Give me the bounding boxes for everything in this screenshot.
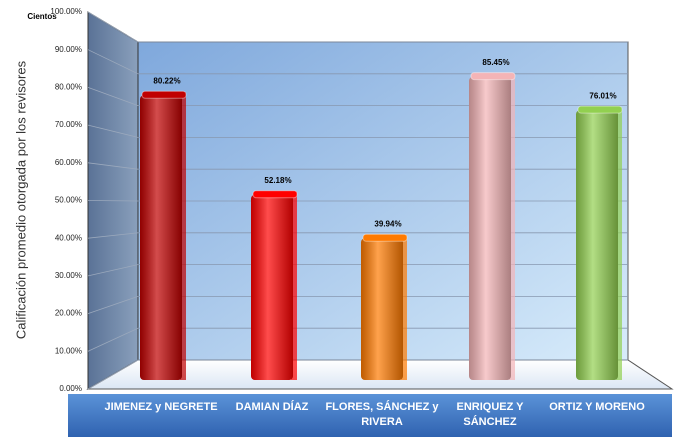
grid-line <box>87 200 139 202</box>
grid-line <box>87 327 139 352</box>
x-tick-label: JIMENEZ y NEGRETE <box>104 401 218 413</box>
y-tick-label: 30.00% <box>55 271 82 280</box>
grid-line <box>87 264 139 277</box>
bar-shine <box>361 238 403 380</box>
y-tick-label: 10.00% <box>55 346 82 355</box>
bar-shine <box>251 194 293 380</box>
bar-top <box>470 72 516 81</box>
y-tick-label: 70.00% <box>55 120 82 129</box>
value-label: 85.45% <box>482 58 509 67</box>
bar-top <box>141 90 187 99</box>
x-tick-label: ORTIZ Y MORENO <box>549 401 645 413</box>
bar-side <box>401 235 407 380</box>
y-tick-label: 80.00% <box>55 83 82 92</box>
grid-line <box>87 11 139 43</box>
bar-top <box>362 233 408 242</box>
x-tick-label: DAMIAN DÍAZ <box>235 401 309 413</box>
grid-line <box>87 359 139 390</box>
y-tick-label: 20.00% <box>55 309 82 318</box>
grid-line <box>87 124 139 138</box>
bar-side <box>180 92 186 381</box>
y-tick-label: 100.00% <box>50 7 82 16</box>
grid-line <box>87 49 139 75</box>
value-label: 80.22% <box>153 76 180 85</box>
x-tick-label: FLORES, SÁNCHEZ y RIVERA <box>325 401 439 428</box>
grid-line <box>87 232 139 239</box>
bar-shine <box>140 95 182 381</box>
bar-side <box>509 73 515 380</box>
x-tick-label: ENRIQUEZ Y SÁNCHEZ <box>456 401 524 428</box>
category-band <box>68 394 672 437</box>
grid-line <box>87 296 139 314</box>
y-tick-label: 90.00% <box>55 45 82 54</box>
value-label: 76.01% <box>589 91 616 100</box>
value-label: 52.18% <box>264 176 291 185</box>
grid-line <box>87 87 139 106</box>
bar-top <box>252 190 298 199</box>
value-label: 39.94% <box>374 219 401 228</box>
bar-shine <box>469 76 511 380</box>
y-tick-label: 60.00% <box>55 158 82 167</box>
y-tick-label: 50.00% <box>55 196 82 205</box>
bar-top <box>577 105 623 114</box>
y-tick-label: 40.00% <box>55 233 82 242</box>
display-units: Cientos <box>27 12 57 21</box>
grid-line <box>87 162 139 170</box>
bar-side <box>616 107 622 381</box>
bar-side <box>291 191 297 380</box>
y-axis-title: Calificación promedio otorgada por los r… <box>13 60 28 339</box>
bar-shine <box>576 110 618 381</box>
y-tick-label: 0.00% <box>59 384 82 393</box>
